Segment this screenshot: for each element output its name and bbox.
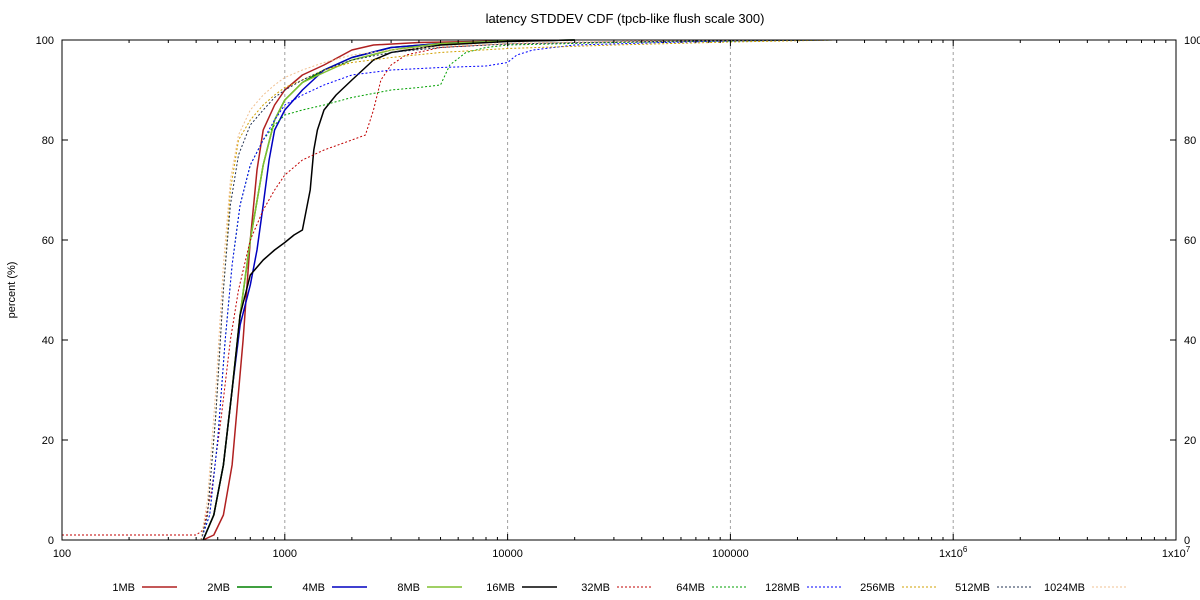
series-line-512MB [200,39,837,541]
chart-title: latency STDDEV CDF (tpcb-like flush scal… [486,11,765,26]
x-tick-label: 100 [53,548,71,560]
y-tick-label-right: 60 [1184,235,1196,247]
series-line-1024MB [200,39,837,541]
y-tick-label: 40 [42,335,54,347]
legend-label: 128MB [765,582,800,594]
y-tick-label-right: 40 [1184,335,1196,347]
y-tick-label-right: 0 [1184,535,1190,547]
series-line-1MB [202,39,575,541]
series-line-16MB [202,39,575,541]
series-line-256MB [200,39,837,541]
grid [284,40,954,540]
y-tick-label-right: 100 [1184,35,1200,47]
legend-label: 64MB [676,582,705,594]
x-tick-label: 1x106 [939,545,968,560]
series-lines [62,39,837,541]
legend-label: 512MB [955,582,990,594]
x-tick-label: 1000 [273,548,297,560]
y-tick-label-right: 20 [1184,435,1196,447]
legend: 1MB 2MB 4MB 8MB 16MB 32MB 64MB 128MB 256MB 512MB 1… [112,582,1127,594]
legend-label: 32MB [581,582,610,594]
y-tick-label: 80 [42,135,54,147]
plot-frame [61,39,1177,541]
legend-label: 256MB [860,582,895,594]
legend-label: 2MB [207,582,230,594]
x-tick-label: 10000 [492,548,523,560]
y-axis-label: percent (%) [6,262,18,319]
legend-label: 4MB [302,582,325,594]
y-tick-label-right: 80 [1184,135,1196,147]
legend-label: 1024MB [1044,582,1085,594]
legend-label: 1MB [112,582,135,594]
series-line-32MB [62,39,837,536]
y-tick-label: 60 [42,235,54,247]
series-line-128MB [200,39,837,541]
legend-label: 16MB [486,582,515,594]
y-tick-label: 20 [42,435,54,447]
series-line-64MB [200,39,837,541]
y-tick-label: 0 [48,535,54,547]
x-tick-label: 100000 [712,548,749,560]
legend-label: 8MB [397,582,420,594]
y-tick-label: 100 [36,35,54,47]
x-tick-label: 1x107 [1162,545,1191,560]
